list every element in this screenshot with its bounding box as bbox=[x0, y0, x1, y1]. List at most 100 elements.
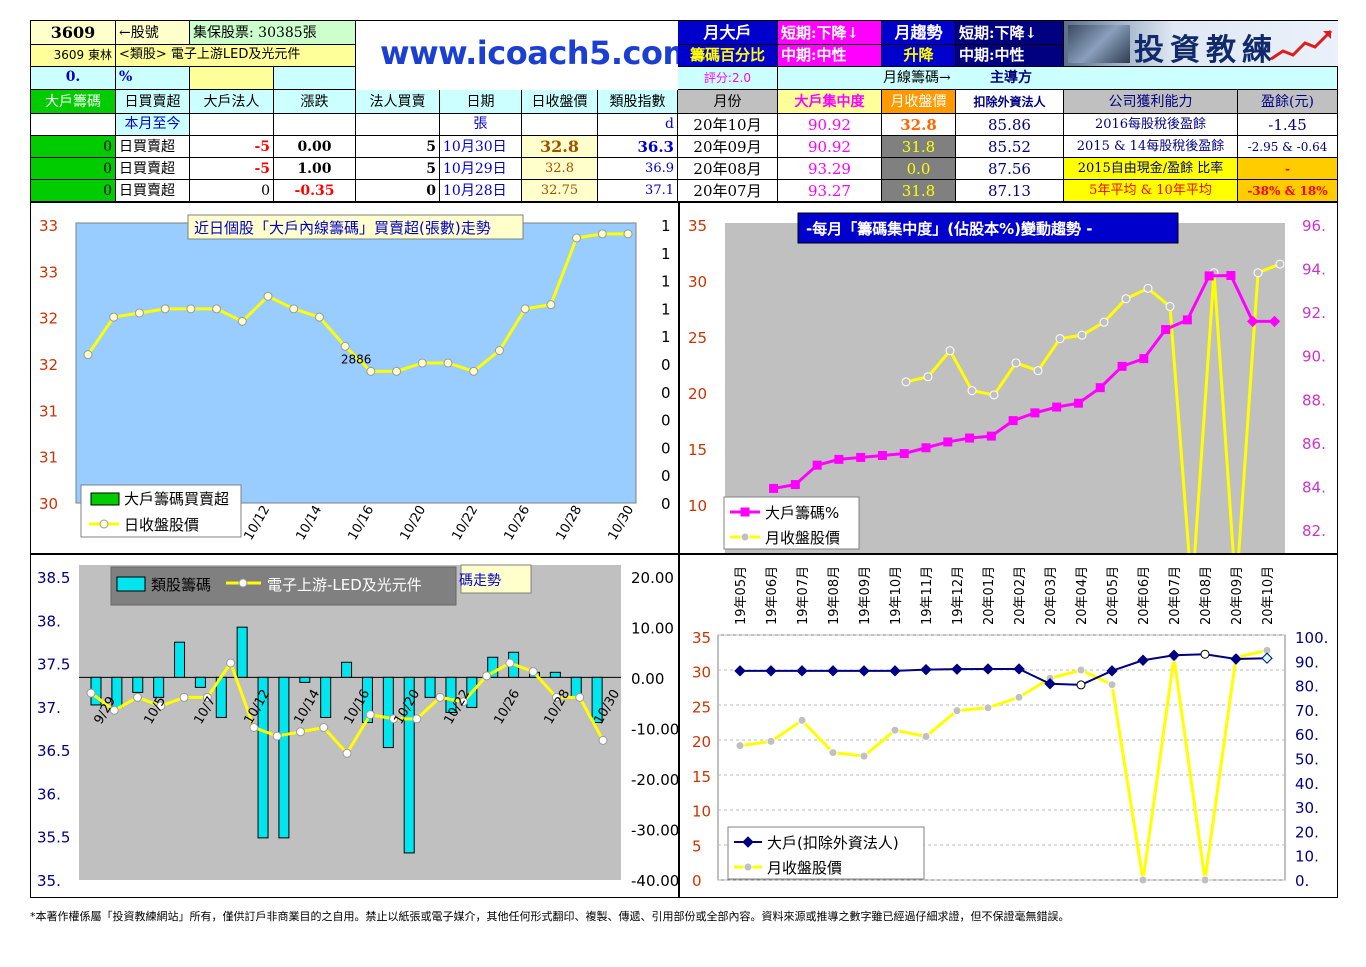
x-tick: 10/14 bbox=[293, 503, 325, 543]
big-inst-cell: -5 bbox=[190, 136, 274, 158]
x-tick: 10/28 bbox=[553, 503, 585, 543]
chart-title-tail: 碼走勢 bbox=[459, 573, 501, 589]
excl-foreign-point bbox=[858, 665, 870, 677]
th-concentration: 大戶集中度 bbox=[778, 90, 882, 114]
close-price-point bbox=[237, 316, 247, 326]
x-tick: 20年05月 bbox=[1106, 566, 1121, 625]
right-tick: 80. bbox=[1295, 678, 1319, 696]
x-tick: 20年06月 bbox=[1137, 566, 1152, 625]
x-tick: 20年08月 bbox=[1199, 566, 1214, 625]
date-cell: 10月29日 bbox=[440, 158, 522, 180]
right-tick: 100. bbox=[1295, 629, 1328, 647]
close-price-point bbox=[1055, 334, 1065, 344]
left-tick: 15 bbox=[692, 768, 711, 786]
close-price-point bbox=[890, 725, 900, 735]
left-tick: 20 bbox=[688, 385, 707, 403]
close-price-point bbox=[83, 350, 93, 360]
sector-bar bbox=[424, 676, 436, 698]
right-tick: 88. bbox=[1302, 391, 1326, 409]
right-tick: 94. bbox=[1302, 261, 1326, 279]
sector-bar bbox=[445, 676, 457, 713]
legend-marker-close bbox=[743, 862, 753, 872]
left-tick: 38.5 bbox=[37, 569, 70, 587]
sector-index-point bbox=[342, 748, 352, 758]
month-cell: 20年10月 bbox=[678, 114, 778, 136]
right-tick: 1 bbox=[661, 300, 671, 318]
left-tick: 0 bbox=[692, 872, 702, 890]
close-price-line bbox=[86, 232, 628, 374]
close-price-point bbox=[134, 308, 144, 318]
excl-foreign-point bbox=[1230, 653, 1242, 665]
close-price-point bbox=[1011, 358, 1021, 368]
right-tick: 90. bbox=[1295, 653, 1319, 671]
right-tick: -10.00 bbox=[631, 721, 678, 739]
sector-bar bbox=[236, 626, 248, 678]
blank-cyan-cell bbox=[274, 67, 356, 90]
x-tick: 19年08月 bbox=[827, 566, 842, 625]
x-tick: 19年10月 bbox=[889, 566, 904, 625]
legend-label-line: 電子上游-LED及光元件 bbox=[267, 576, 422, 594]
sector-bar bbox=[194, 676, 206, 688]
excl-foreign-point bbox=[1200, 649, 1210, 659]
sector-index-point bbox=[528, 667, 538, 677]
big-holder-point bbox=[943, 437, 953, 447]
left-tick: 32 bbox=[39, 310, 58, 328]
sector-bar bbox=[278, 676, 290, 839]
close-price-point bbox=[109, 312, 119, 322]
sector-index-point bbox=[319, 723, 329, 732]
x-tick: 19年06月 bbox=[765, 566, 780, 625]
right-tick: 0 bbox=[661, 495, 671, 513]
sector-index-point bbox=[86, 688, 96, 698]
close-price-point bbox=[901, 377, 911, 387]
x-tick: 10/30 bbox=[605, 503, 637, 543]
th-change: 漲跌 bbox=[274, 90, 356, 114]
mid-term-1: 中期:中性 bbox=[778, 45, 882, 67]
monthly-chip-label: 月線籌碼→ 主導方 bbox=[778, 67, 1338, 90]
x-tick: 10/20 bbox=[397, 503, 429, 543]
eps-value-cell: -38% & 18% bbox=[1238, 180, 1338, 202]
change-cell: 0.00 bbox=[274, 136, 356, 158]
right-tick: -20.00 bbox=[631, 771, 678, 789]
th-index: 類股指數 bbox=[598, 90, 678, 114]
big-inst-cell: -5 bbox=[190, 158, 274, 180]
th-inst-trade: 法人買賣 bbox=[356, 90, 440, 114]
th-big-chip: 大戶籌碼 bbox=[31, 90, 116, 114]
excl-foreign-point bbox=[765, 665, 777, 677]
month-close-cell: 0.0 bbox=[882, 158, 956, 180]
left-tick: 25 bbox=[688, 329, 707, 347]
big-holder-point bbox=[1268, 315, 1281, 328]
left-tick: 30 bbox=[39, 495, 58, 513]
sector-bar bbox=[382, 676, 394, 749]
close-price-point bbox=[520, 304, 530, 314]
th-daily-net: 日買賣超 bbox=[116, 90, 190, 114]
right-tick: 1 bbox=[661, 273, 671, 291]
right-tick: -30.00 bbox=[631, 822, 678, 840]
logo-photo-icon bbox=[1068, 25, 1130, 63]
legend-marker-close bbox=[740, 532, 750, 542]
eps-value-cell: - bbox=[1238, 158, 1338, 180]
blank-yellow-cell bbox=[190, 67, 274, 90]
x-tick: 20年07月 bbox=[1168, 566, 1183, 625]
close-price-point bbox=[1077, 330, 1087, 340]
excl-foreign-point bbox=[796, 665, 808, 677]
website-link[interactable]: www.icoach5.com bbox=[380, 34, 696, 72]
inst-trade-cell: 5 bbox=[356, 158, 440, 180]
sector-index-point bbox=[482, 671, 492, 681]
right-tick: 84. bbox=[1302, 478, 1326, 496]
percent-sign: % bbox=[116, 67, 190, 90]
excl-foreign-point bbox=[827, 665, 839, 677]
th-profitability: 公司獲利能力 bbox=[1064, 90, 1238, 114]
inst-trade-cell: 5 bbox=[356, 136, 440, 158]
close-price-point bbox=[443, 358, 453, 368]
sector-index-point bbox=[226, 658, 236, 668]
x-tick: 20年09月 bbox=[1230, 566, 1245, 625]
close-price-point bbox=[340, 341, 350, 351]
th-date: 日期 bbox=[440, 90, 522, 114]
logo-text: 投資教練 bbox=[1134, 33, 1278, 68]
close-price-point bbox=[1014, 692, 1024, 702]
close-price-point bbox=[417, 358, 427, 368]
right-tick: 30. bbox=[1295, 799, 1319, 817]
index-cell: 37.1 bbox=[598, 180, 678, 202]
left-tick: 10 bbox=[692, 803, 711, 821]
big-holder-point bbox=[790, 480, 800, 490]
